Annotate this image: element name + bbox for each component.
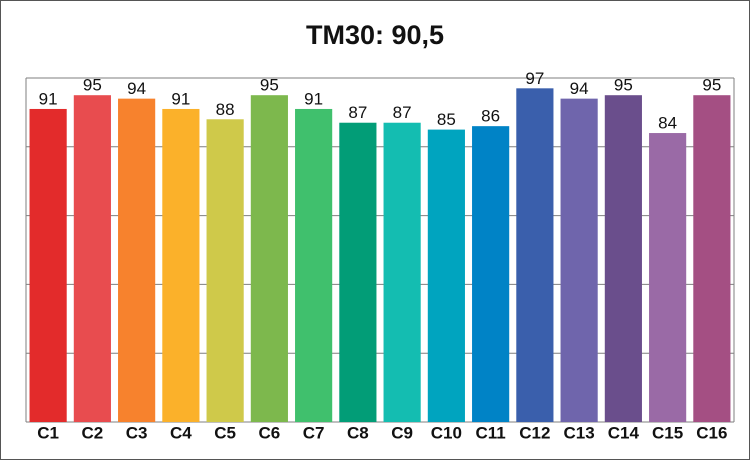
x-tick-label: C15 [652,423,683,442]
value-label: 94 [127,79,146,98]
value-label: 86 [481,107,500,126]
x-tick-label: C10 [431,423,462,442]
value-label: 84 [658,114,677,133]
bar [693,95,731,422]
value-label: 95 [260,76,279,95]
bar [560,98,598,422]
value-label: 91 [39,89,58,108]
x-tick-label: C6 [259,423,281,442]
bar [118,98,156,422]
bar [339,122,377,422]
value-label: 85 [437,110,456,129]
x-tick-label: C11 [476,423,506,442]
bar [250,95,288,422]
x-tick-label: C9 [391,423,413,442]
x-tick-label: C13 [564,423,595,442]
bar [73,95,111,422]
x-tick-label: C12 [519,423,550,442]
chart-title: TM30: 90,5 [306,20,444,50]
x-tick-label: C3 [126,423,148,442]
x-tick-label: C8 [347,423,369,442]
value-label: 94 [570,79,589,98]
bar [516,88,554,422]
bar [29,108,67,423]
bar [427,129,465,422]
value-label: 91 [304,89,323,108]
x-tick-label: C5 [214,423,236,442]
value-label: 95 [702,76,721,95]
value-label: 88 [216,100,235,119]
x-tick-label: C14 [608,423,640,442]
value-label: 87 [393,103,412,122]
bar [206,119,244,422]
value-label: 87 [348,103,367,122]
x-tick-label: C4 [170,423,192,442]
x-tick-label: C7 [303,423,325,442]
bar [295,108,333,423]
x-tick-label: C2 [82,423,104,442]
bar [649,133,687,423]
value-label: 95 [614,76,633,95]
x-tick-label: C16 [696,423,727,442]
bar [162,108,200,423]
value-label: 91 [171,89,190,108]
value-label: 95 [83,76,102,95]
bar [383,122,421,422]
bar [472,126,510,422]
value-label: 97 [525,69,544,88]
bar [604,95,642,422]
x-tick-label: C1 [37,423,59,442]
